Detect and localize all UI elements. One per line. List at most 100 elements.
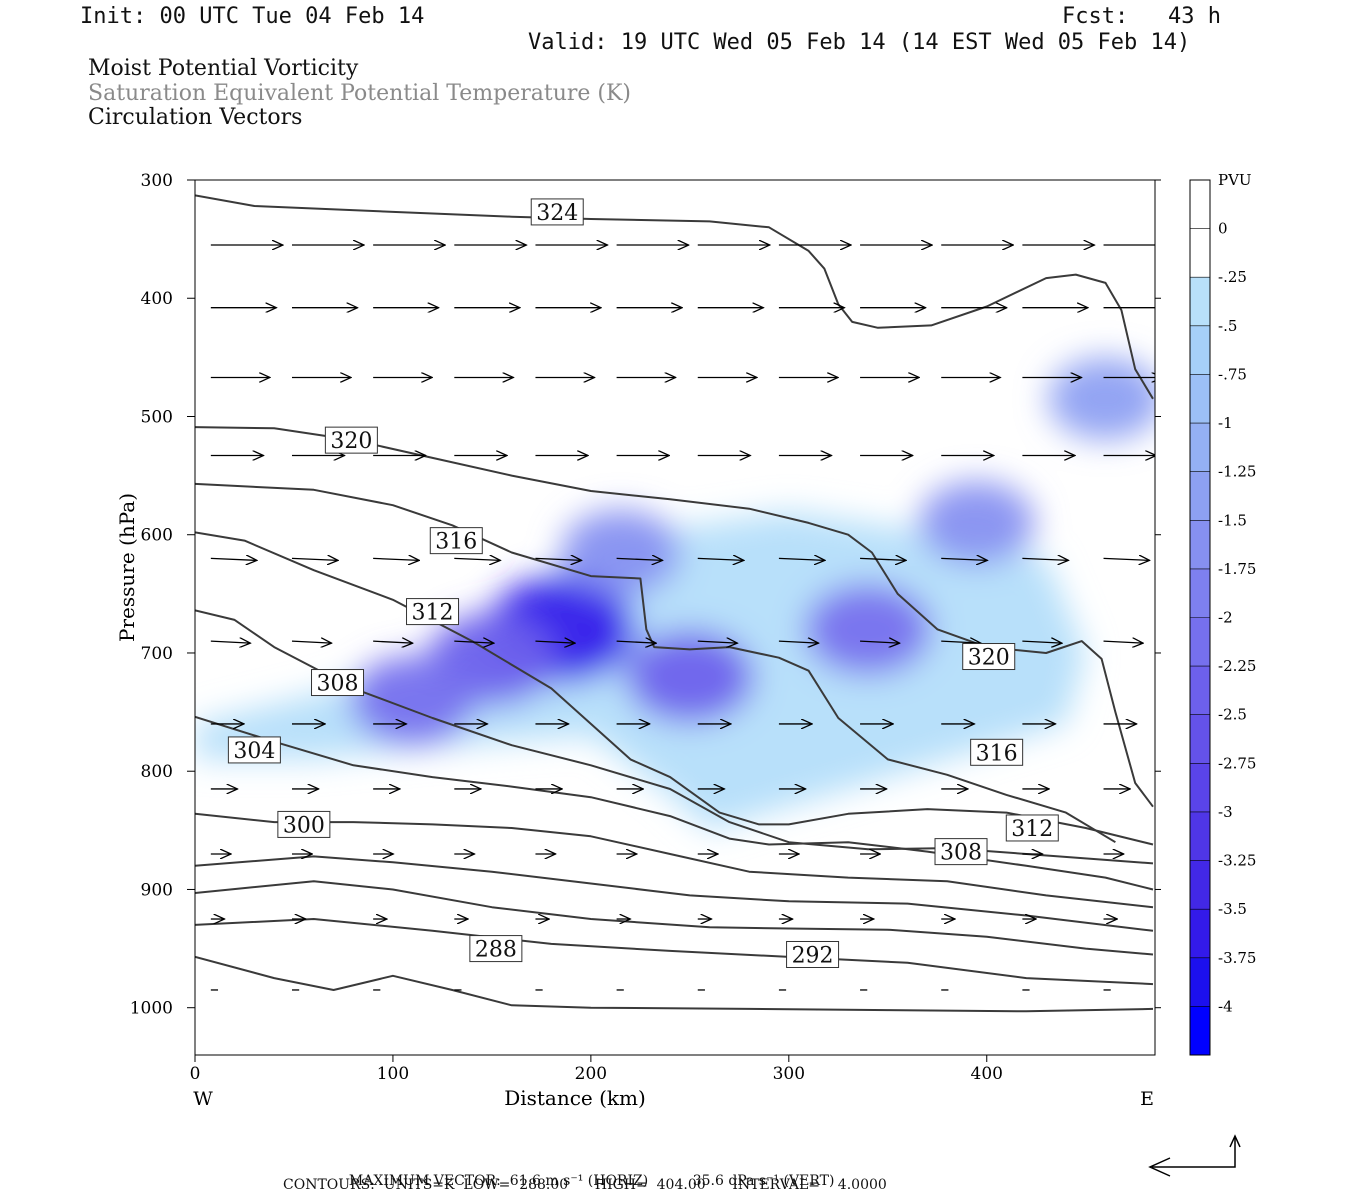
vector-arrow [860, 641, 900, 643]
valid-time: Valid: 19 UTC Wed 05 Feb 14 (14 EST Wed … [528, 30, 1191, 55]
y-axis-label: Pressure (hPa) [115, 493, 139, 642]
contour-label-box [429, 527, 483, 555]
axes: 300 400 500 600 700 800 900 1000 0 100 200 300 400 W E… [115, 171, 1161, 1110]
contour-label: 308 [940, 841, 982, 866]
y-tick-label: 700 [141, 644, 173, 664]
colorbar-label: -2.75 [1218, 754, 1256, 772]
contour-label: 288 [475, 938, 517, 963]
contour-label-box [227, 736, 281, 764]
colorbar-label: -3.5 [1218, 900, 1247, 918]
y-tick-label: 900 [141, 880, 173, 900]
colorbar-label: 0 [1218, 220, 1228, 238]
colorbar-swatch [1190, 228, 1210, 278]
colorbar-swatch [1190, 471, 1210, 521]
colorbar-unit: PVU [1218, 171, 1252, 189]
vector-arrow [697, 641, 738, 643]
colorbar-swatch [1190, 714, 1210, 764]
colorbar-label: -3.75 [1218, 949, 1256, 967]
contour-label: 320 [330, 429, 372, 454]
colorbar-label: -1 [1218, 414, 1233, 432]
contour-label-box [406, 598, 460, 626]
pv-blob-5 [561, 509, 681, 596]
contour-308 [195, 609, 1154, 865]
x-end-right: E [1140, 1088, 1154, 1110]
vector-arrow [1103, 558, 1150, 560]
colorbar-label: -2 [1218, 609, 1233, 627]
contour-324 [195, 194, 1154, 400]
x-tick-label: 200 [575, 1064, 607, 1084]
vector-arrow [454, 641, 494, 643]
pv-blob-6 [918, 481, 1035, 565]
vector-arrow [373, 558, 419, 560]
x-axis-label: Distance (km) [504, 1086, 646, 1110]
contour-label-box [970, 738, 1024, 766]
layer-title-vectors: Circulation Vectors [88, 105, 303, 130]
y-tick-label: 600 [141, 526, 173, 546]
contour-label: 308 [317, 672, 359, 697]
contour-label-box [934, 838, 988, 866]
contour-label: 320 [968, 646, 1010, 671]
contour-label-box [311, 669, 365, 697]
contour-label: 312 [412, 601, 454, 626]
vector-arrow [860, 558, 906, 560]
x-tick-label: 0 [190, 1064, 201, 1084]
contour-label: 300 [283, 813, 325, 838]
colorbar-swatch [1190, 957, 1210, 1007]
vector-arrow [616, 558, 663, 560]
pv-blob-2 [804, 583, 932, 675]
contour-296 [195, 855, 1154, 932]
contour-label-box [277, 810, 331, 838]
y-tick-label: 400 [141, 289, 173, 309]
colorbar-swatch [1190, 180, 1210, 230]
y-tick-label: 1000 [130, 999, 173, 1019]
contour-label: 312 [1011, 817, 1053, 842]
vector-arrow [697, 558, 744, 560]
colorbar-label: -2.25 [1218, 657, 1256, 675]
contour-320 [195, 426, 1154, 808]
contour-label: 316 [435, 530, 477, 555]
colorbar-label: -4 [1218, 997, 1233, 1015]
pv-blob-4 [350, 655, 475, 745]
layer-title-thetae: Saturation Equivalent Potential Temperat… [88, 81, 631, 106]
contour-label-box [324, 426, 378, 454]
colorbar-label: -1.5 [1218, 511, 1247, 529]
colorbar-swatch [1190, 568, 1210, 618]
colorbar-swatch [1190, 1006, 1210, 1056]
vector-arrow [291, 558, 338, 560]
x-tick-label: 400 [971, 1064, 1003, 1084]
contour-292 [195, 880, 1154, 956]
vector-arrow [454, 558, 500, 560]
x-tick-label: 100 [377, 1064, 409, 1084]
colorbar-swatch [1190, 860, 1210, 910]
x-tick-label: 300 [773, 1064, 805, 1084]
forecast-hour: Fcst: 43 h [1062, 4, 1221, 29]
contour-labels: 324 320 316 312 308 304 300 288 292 320 316 312 308 [227, 198, 1059, 968]
contour-300 [195, 812, 1154, 909]
vector-arrow [1103, 641, 1144, 643]
y-tick-label: 300 [141, 171, 173, 191]
contours-info: CONTOURS: UNITS=K LOW= 288.00 HIGH= 404.… [283, 1177, 887, 1193]
x-end-left: W [193, 1088, 213, 1110]
colorbar-swatch [1190, 909, 1210, 959]
colorbar-label: -1.25 [1218, 463, 1256, 481]
vector-arrow [941, 641, 981, 643]
max-horiz: 61.6 m s⁻¹ (HORIZ) [509, 1173, 649, 1189]
colorbar-swatch [1190, 617, 1210, 667]
contour-312 [195, 531, 1154, 846]
colorbar-label: -.75 [1218, 365, 1247, 383]
vector-arrow [778, 558, 825, 560]
vector-key-icon [1148, 1134, 1241, 1177]
vector-arrow [535, 641, 575, 643]
colorbar-swatch [1190, 325, 1210, 375]
contour-label: 316 [976, 741, 1018, 766]
colorbar-label: -1.75 [1218, 560, 1256, 578]
vector-arrow [1022, 641, 1062, 643]
contour-label-box [962, 643, 1016, 671]
vector-arrow [941, 558, 987, 560]
colorbar-swatch [1190, 520, 1210, 570]
plot-frame [194, 179, 1156, 1056]
contour-label-box [469, 935, 523, 963]
max-vert: 35.6 dPa s⁻¹ (VERT) [692, 1173, 835, 1189]
y-tick-label: 800 [141, 762, 173, 782]
vector-arrow [535, 558, 581, 560]
